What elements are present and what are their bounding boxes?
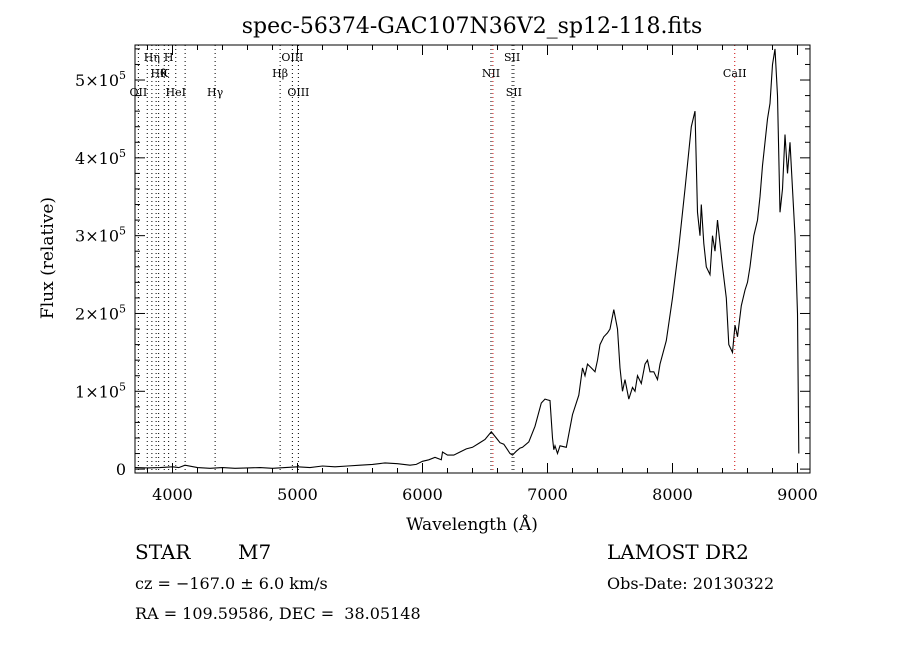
x-tick-label: 4000: [152, 485, 193, 504]
line-label: SII: [504, 51, 520, 64]
line-label: NII: [482, 67, 500, 80]
x-tick-label: 8000: [652, 485, 693, 504]
y-axis: 0 1×105 2×105 3×105 4×105 5×105: [75, 48, 810, 479]
object-class: STAR: [135, 540, 191, 564]
spectrum-line: [134, 48, 800, 469]
object-subclass: M7: [238, 540, 272, 564]
line-label: Hγ: [207, 86, 224, 99]
x-axis: 4000 5000 6000 7000 8000 9000: [147, 45, 818, 504]
y-tick-label: 3×105: [75, 225, 126, 246]
y-tick-label: 1×105: [75, 380, 126, 401]
chart-title: spec-56374-GAC107N36V2_sp12-118.fits: [242, 14, 703, 39]
y-tick-label: 5×105: [75, 69, 126, 90]
line-label: OIII: [281, 51, 303, 64]
y-tick-label: 2×105: [75, 302, 126, 323]
line-label: Hβ: [272, 67, 288, 80]
x-tick-label: 9000: [777, 485, 818, 504]
plot-frame: [134, 44, 811, 474]
spectrum-chart: spec-56374-GAC107N36V2_sp12-118.fits OII…: [38, 14, 818, 535]
survey-name: LAMOST DR2: [607, 540, 749, 564]
line-label: Hθ: [151, 67, 168, 80]
y-tick-label: 0: [116, 460, 126, 479]
line-label: CaII: [723, 67, 747, 80]
observation-date: Obs-Date: 20130322: [607, 574, 775, 593]
y-axis-label: Flux (relative): [38, 197, 58, 319]
x-axis-label: Wavelength (Å): [406, 514, 538, 535]
line-label: H: [164, 51, 174, 64]
line-markers: [137, 45, 736, 473]
line-label: OII: [130, 86, 148, 99]
line-label: SII: [506, 86, 522, 99]
x-tick-label: 5000: [277, 485, 318, 504]
line-label: Hη: [144, 51, 160, 64]
y-tick-label: 4×105: [75, 147, 126, 168]
x-tick-label: 6000: [402, 485, 443, 504]
x-tick-label: 7000: [527, 485, 568, 504]
coordinates: RA = 109.59586, DEC = 38.05148: [135, 604, 421, 623]
line-label: HeI: [166, 86, 186, 99]
line-label: OIII: [287, 86, 309, 99]
redshift-velocity: cz = −167.0 ± 6.0 km/s: [135, 574, 328, 593]
line-label: K: [160, 67, 169, 80]
